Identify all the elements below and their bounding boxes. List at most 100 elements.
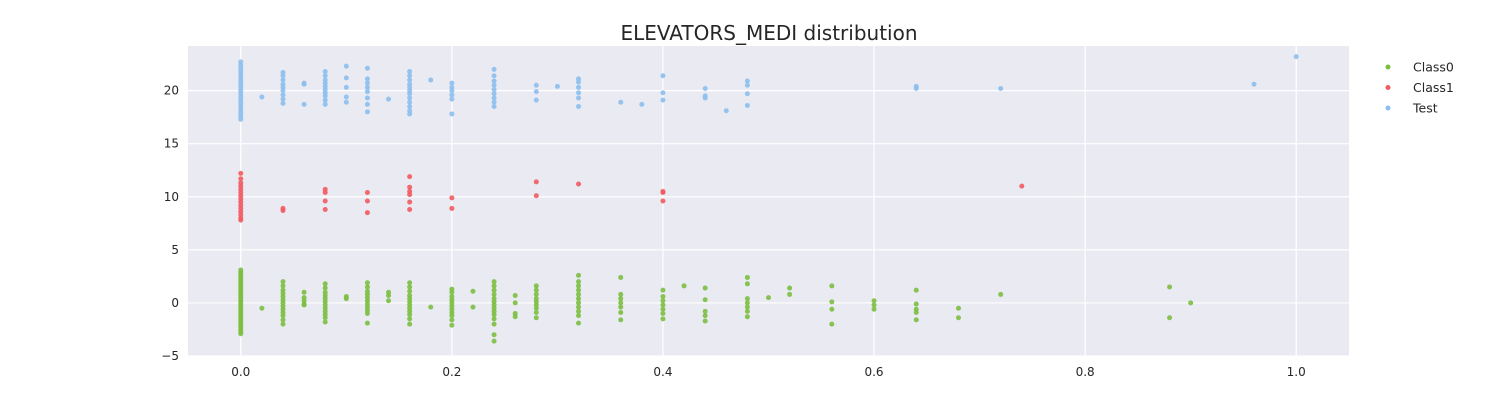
data-point — [280, 208, 286, 214]
data-point — [407, 184, 413, 190]
data-point — [681, 283, 687, 289]
data-point — [533, 89, 539, 95]
data-point — [322, 73, 328, 79]
data-point — [407, 284, 413, 290]
data-point — [259, 94, 265, 100]
data-point — [407, 288, 413, 294]
data-point — [407, 280, 413, 286]
data-point — [660, 90, 666, 96]
data-point — [322, 315, 328, 321]
data-point — [512, 292, 518, 298]
data-point — [449, 205, 455, 211]
legend-marker — [1385, 105, 1391, 111]
data-point — [533, 193, 539, 199]
data-point — [744, 102, 750, 108]
data-point — [280, 317, 286, 323]
data-point — [576, 304, 582, 310]
data-point — [322, 68, 328, 74]
x-tick-label: 0.4 — [653, 365, 672, 379]
data-point — [280, 77, 286, 83]
data-point — [364, 84, 370, 90]
data-point — [829, 283, 835, 289]
data-point — [407, 199, 413, 205]
data-point — [407, 91, 413, 97]
data-point — [407, 73, 413, 79]
x-tick-label: 0.8 — [1076, 365, 1095, 379]
data-point — [576, 104, 582, 110]
data-point — [364, 320, 370, 326]
data-point — [364, 198, 370, 204]
data-point — [533, 315, 539, 321]
data-point — [407, 206, 413, 212]
data-point — [343, 63, 349, 69]
data-point — [533, 305, 539, 311]
data-point — [491, 78, 497, 84]
data-point — [301, 101, 307, 107]
data-point — [829, 306, 835, 312]
data-point — [449, 111, 455, 117]
data-point — [407, 104, 413, 110]
data-point — [576, 313, 582, 319]
data-point — [744, 308, 750, 314]
y-tick-label: 0 — [171, 296, 179, 310]
data-point — [322, 281, 328, 287]
data-point — [829, 299, 835, 305]
data-point — [491, 283, 497, 289]
data-point — [660, 298, 666, 304]
data-point — [428, 77, 434, 83]
data-point — [744, 78, 750, 84]
data-point — [660, 311, 666, 317]
data-point — [702, 85, 708, 91]
data-point — [238, 176, 244, 182]
data-point — [491, 291, 497, 297]
data-point — [744, 91, 750, 97]
data-point — [618, 304, 624, 310]
data-point — [280, 313, 286, 319]
data-point — [364, 76, 370, 82]
data-point — [238, 217, 244, 223]
legend-marker — [1385, 85, 1391, 90]
data-point — [618, 300, 624, 306]
data-point — [871, 298, 877, 304]
data-point — [259, 305, 265, 311]
data-point — [491, 287, 497, 293]
data-point — [576, 320, 582, 326]
data-point — [238, 116, 244, 122]
data-point — [364, 210, 370, 216]
data-point — [576, 79, 582, 85]
legend-label: Class1 — [1413, 80, 1454, 95]
data-point — [491, 316, 497, 322]
chart-title: ELEVATORS_MEDI distribution — [620, 21, 917, 45]
data-point — [576, 272, 582, 278]
data-point — [576, 90, 582, 96]
legend-label: Test — [1412, 101, 1438, 116]
data-point — [343, 99, 349, 105]
data-point — [491, 279, 497, 285]
x-axis-ticks: 0.0 0.2 0.4 0.6 0.8 1.0 — [231, 365, 1306, 379]
data-point — [913, 317, 919, 323]
y-tick-label: 10 — [164, 190, 179, 204]
data-point — [576, 279, 582, 285]
data-point — [1019, 183, 1025, 189]
series-test — [238, 54, 1299, 122]
data-point — [301, 302, 307, 308]
data-point — [913, 85, 919, 91]
data-point — [449, 80, 455, 86]
data-point — [913, 309, 919, 315]
legend-marker — [1385, 64, 1391, 70]
data-point — [1251, 81, 1257, 87]
data-point — [871, 306, 877, 312]
x-tick-label: 0.2 — [442, 365, 461, 379]
data-point — [660, 294, 666, 300]
data-point — [660, 73, 666, 79]
data-point — [407, 192, 413, 198]
data-point — [744, 296, 750, 302]
data-point — [343, 75, 349, 81]
data-point — [576, 296, 582, 302]
data-point — [322, 285, 328, 291]
data-point — [871, 302, 877, 308]
data-point — [744, 274, 750, 280]
data-point — [407, 68, 413, 74]
series-class1 — [238, 170, 1025, 223]
data-point — [491, 95, 497, 101]
